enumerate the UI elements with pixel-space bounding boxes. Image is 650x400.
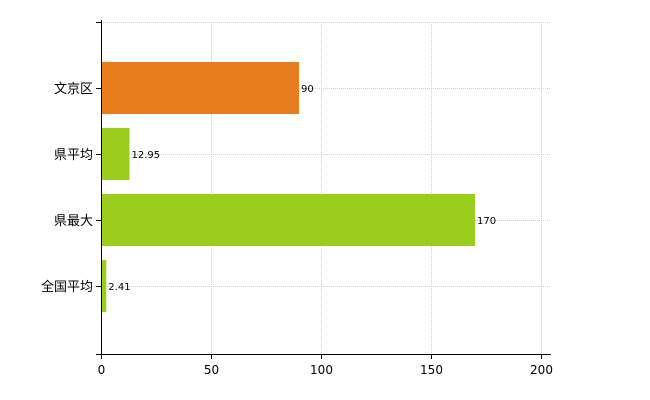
data-label: 2.41 (108, 282, 130, 293)
category-label: 県平均 (54, 148, 93, 163)
axes (96, 20, 551, 359)
data-label: 90 (301, 84, 314, 95)
bar (101, 194, 475, 246)
category-label: 文京区 (54, 82, 93, 97)
data-label: 170 (477, 216, 496, 227)
bar (101, 128, 130, 180)
x-tick-label: 0 (98, 363, 106, 377)
category-label: 県最大 (54, 214, 93, 229)
bar (101, 62, 299, 114)
x-tick-label: 50 (204, 363, 219, 377)
bars (101, 62, 475, 312)
x-tick-label: 100 (310, 363, 333, 377)
x-tick-label: 150 (420, 363, 443, 377)
data-label: 12.95 (131, 150, 160, 161)
bar (101, 260, 107, 312)
category-label: 全国平均 (41, 279, 93, 295)
x-tick-label: 200 (530, 363, 553, 377)
